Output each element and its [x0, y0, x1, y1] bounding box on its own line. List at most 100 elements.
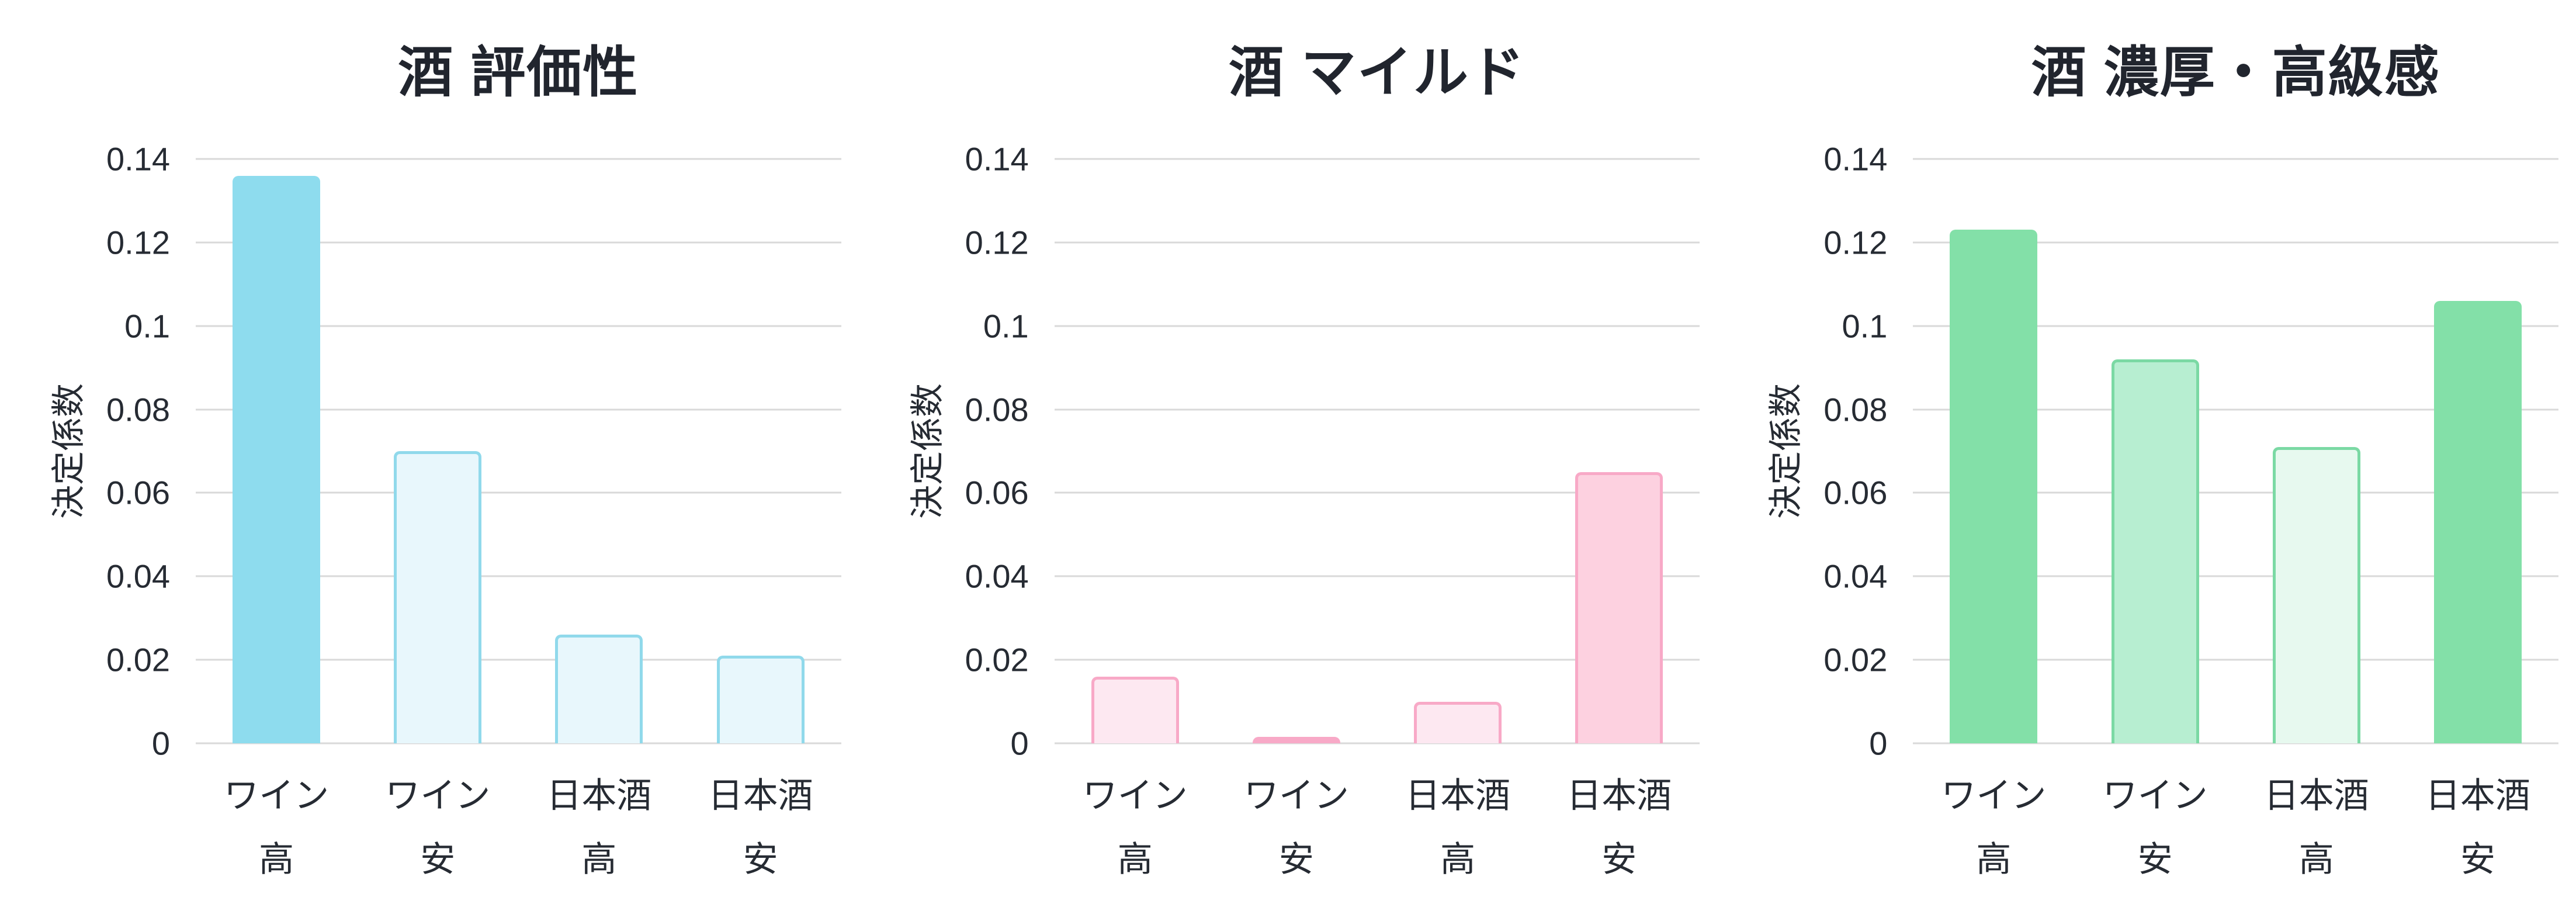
x-category-label: 日本酒高: [1377, 743, 1538, 911]
y-axis: 決定係数 0 0.02 0.04 0.06 0.08 0.1 0.12 0.14: [0, 141, 196, 762]
x-category-label: ワイン高: [196, 743, 357, 911]
x-category-line1: ワイン: [385, 776, 491, 815]
y-tick-label: 0: [151, 725, 170, 762]
bar: [555, 635, 643, 743]
y-tick-label: 0.04: [965, 557, 1029, 595]
y-tick-label: 0.06: [1823, 474, 1888, 511]
y-tick-label: 0.14: [1823, 140, 1888, 178]
y-axis: 決定係数 0 0.02 0.04 0.06 0.08 0.1 0.12 0.14: [1717, 141, 1913, 762]
x-category-label: 日本酒安: [2397, 743, 2558, 911]
chart-panel-hyokasei: 酒 評価性 決定係数 0 0.02 0.04 0.06 0.08 0.1 0.12 0.14 …: [0, 0, 859, 911]
gridline: [1913, 408, 2559, 411]
x-category-line2: 高: [2298, 840, 2334, 879]
bar: [394, 451, 482, 743]
plot-area: [1054, 158, 1700, 744]
bar: [1414, 701, 1502, 743]
y-tick-label: 0.14: [965, 140, 1029, 178]
x-category-line2: 安: [1278, 840, 1314, 879]
x-category-line2: 高: [259, 840, 294, 879]
x-category-label: ワイン高: [1913, 743, 2074, 911]
y-tick-label: 0: [1010, 725, 1029, 762]
gridline: [196, 408, 841, 411]
x-category-line2: 安: [1601, 840, 1637, 879]
x-category-label: 日本酒高: [518, 743, 679, 911]
x-category-line1: ワイン: [1941, 776, 2047, 815]
gridline: [196, 158, 841, 160]
gridline: [1913, 742, 2559, 744]
x-category-line1: 日本酒: [546, 776, 652, 815]
x-category-line1: 日本酒: [1566, 776, 1672, 815]
x-category-label: 日本酒安: [1538, 743, 1700, 911]
y-tick-label: 0.1: [983, 307, 1029, 345]
bar: [1575, 472, 1663, 743]
y-tick-label: 0.1: [124, 307, 170, 345]
x-category-line2: 高: [1117, 840, 1153, 879]
gridline: [1054, 491, 1700, 494]
plot-area: [196, 158, 841, 744]
gridline: [1913, 325, 2559, 327]
y-tick-label: 0.06: [965, 474, 1029, 511]
x-category-line1: 日本酒: [1405, 776, 1511, 815]
bar: [2272, 446, 2360, 743]
x-category-line1: 日本酒: [708, 776, 813, 815]
y-axis-title: 決定係数: [50, 383, 88, 519]
x-category-line1: 日本酒: [2425, 776, 2530, 815]
x-category-line2: 安: [2460, 840, 2495, 879]
y-tick-label: 0: [1869, 725, 1888, 762]
bar: [716, 656, 805, 743]
y-tick-label: 0.02: [106, 641, 170, 678]
bar: [1950, 230, 2038, 743]
gridline: [1054, 158, 1700, 160]
x-axis-labels: ワイン高ワイン安日本酒高日本酒安: [196, 743, 841, 911]
chart-title: 酒 マイルド: [1228, 41, 1526, 103]
x-axis-labels: ワイン高ワイン安日本酒高日本酒安: [1913, 743, 2558, 911]
gridline: [196, 659, 841, 661]
gridline: [1054, 659, 1700, 661]
y-axis: 決定係数 0 0.02 0.04 0.06 0.08 0.1 0.12 0.14: [859, 141, 1055, 762]
y-tick-label: 0.1: [1842, 307, 1888, 345]
gridline: [1054, 325, 1700, 327]
plot-area: [1913, 158, 2559, 744]
bar: [2433, 300, 2522, 743]
x-category-label: ワイン安: [1216, 743, 1377, 911]
chart-panel-mild: 酒 マイルド 決定係数 0 0.02 0.04 0.06 0.08 0.1 0.12 0.14…: [859, 0, 1718, 911]
gridline: [196, 241, 841, 244]
x-category-label: 日本酒安: [680, 743, 841, 911]
y-tick-label: 0.08: [1823, 391, 1888, 428]
bar: [233, 175, 321, 743]
gridline: [196, 491, 841, 494]
gridline: [196, 575, 841, 577]
x-category-line1: ワイン: [224, 776, 330, 815]
chart-title: 酒 評価性: [398, 41, 639, 103]
y-tick-label: 0.04: [1823, 557, 1888, 595]
x-category-line1: ワイン: [1243, 776, 1349, 815]
x-category-line2: 高: [1976, 840, 2012, 879]
gridline: [1054, 241, 1700, 244]
x-axis-labels: ワイン高ワイン安日本酒高日本酒安: [1055, 743, 1700, 911]
y-axis-title: 決定係数: [908, 383, 947, 519]
x-category-label: 日本酒高: [2236, 743, 2397, 911]
y-tick-label: 0.08: [106, 391, 170, 428]
x-category-line1: ワイン: [1082, 776, 1188, 815]
x-category-label: ワイン安: [2075, 743, 2236, 911]
y-tick-label: 0.14: [106, 140, 170, 178]
gridline: [1054, 408, 1700, 411]
x-category-label: ワイン高: [1055, 743, 1216, 911]
gridline: [1054, 575, 1700, 577]
y-tick-label: 0.08: [965, 391, 1029, 428]
gridline: [1913, 158, 2559, 160]
y-tick-label: 0.12: [965, 224, 1029, 261]
bar: [1091, 676, 1179, 743]
x-category-line1: 日本酒: [2263, 776, 2369, 815]
gridline: [1054, 742, 1700, 744]
y-tick-label: 0.06: [106, 474, 170, 511]
x-category-label: ワイン安: [357, 743, 518, 911]
y-tick-label: 0.12: [106, 224, 170, 261]
gridline: [1913, 575, 2559, 577]
bar: [1252, 737, 1340, 743]
y-tick-label: 0.12: [1823, 224, 1888, 261]
gridline: [1913, 659, 2559, 661]
chart-title: 酒 濃厚・高級感: [2031, 41, 2440, 103]
gridline: [1913, 491, 2559, 494]
y-tick-label: 0.04: [106, 557, 170, 595]
